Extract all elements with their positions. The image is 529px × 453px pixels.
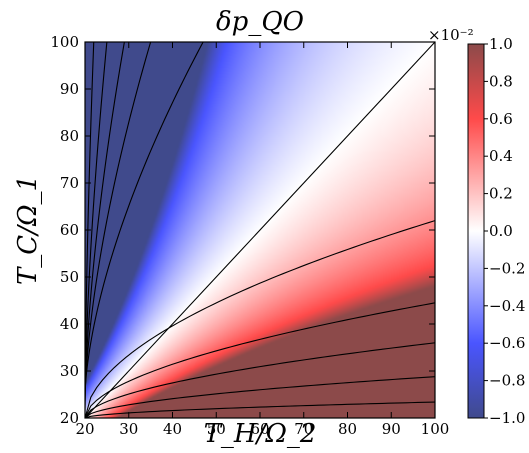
colorbar-tick-label: −1.0 [489, 409, 525, 427]
colorbar-gradient [467, 43, 485, 419]
colorbar-tick-label: 0.2 [489, 185, 513, 203]
y-axis-label: T_C/Ω_1 [13, 175, 43, 285]
x-tick-label: 90 [382, 420, 401, 438]
colorbar-tick-label: 0.0 [489, 222, 513, 240]
y-tick-label: 60 [60, 221, 79, 239]
y-tick-label: 40 [60, 315, 79, 333]
y-axis-ticks: 20 30 40 50 60 70 80 90 100 [50, 33, 435, 427]
x-tick-label: 80 [338, 420, 357, 438]
colorbar-tick-label: −0.8 [489, 372, 525, 390]
colorbar-tick-label: 0.6 [489, 110, 513, 128]
x-tick-label: 60 [250, 420, 269, 438]
x-tick-label: 70 [294, 420, 313, 438]
contour-line [85, 42, 204, 397]
y-tick-label: 30 [60, 362, 79, 380]
colorbar-multiplier: ×10⁻² [428, 26, 474, 44]
contour-line [85, 42, 435, 418]
colorbar: 1.0 0.8 0.6 0.4 0.2 0.0 −0.2 −0.4 −0.6 −0.8 −1.0 ×… [428, 26, 525, 427]
contour-line [85, 220, 435, 418]
colorbar-tick-label: −0.2 [489, 259, 525, 277]
colorbar-tick-label: 0.8 [489, 72, 513, 90]
contour-line [85, 42, 108, 409]
x-axis-ticks: 20 30 40 50 60 70 80 90 100 [75, 42, 449, 438]
contour-lines [85, 42, 435, 418]
y-tick-label: 20 [60, 409, 79, 427]
colorbar-tick-label: 1.0 [489, 35, 513, 53]
contour-line [85, 376, 435, 418]
x-tick-label: 100 [421, 420, 450, 438]
x-tick-label: 50 [207, 420, 226, 438]
plot-area [84, 41, 436, 419]
y-tick-label: 100 [50, 33, 79, 51]
contour-line [85, 342, 435, 418]
contour-line [85, 401, 435, 418]
y-tick-label: 80 [60, 127, 79, 145]
contour-line [85, 302, 435, 418]
x-tick-label: 20 [75, 420, 94, 438]
x-tick-label: 30 [119, 420, 138, 438]
colorbar-tick-label: −0.6 [489, 334, 525, 352]
x-axis-label: T_H/Ω_2 [204, 419, 317, 448]
colorbar-tick-label: 0.4 [489, 147, 513, 165]
chart-title: δp_QO [216, 7, 304, 37]
y-tick-label: 50 [60, 268, 79, 286]
contour-line [85, 42, 152, 402]
x-tick-label: 40 [163, 420, 182, 438]
colorbar-ticks: 1.0 0.8 0.6 0.4 0.2 0.0 −0.2 −0.4 −0.6 −0.8 −1.0 [484, 35, 525, 427]
y-tick-label: 90 [60, 80, 79, 98]
colorbar-tick-label: −0.4 [489, 297, 525, 315]
contour-line [85, 42, 125, 406]
y-tick-label: 70 [60, 174, 79, 192]
